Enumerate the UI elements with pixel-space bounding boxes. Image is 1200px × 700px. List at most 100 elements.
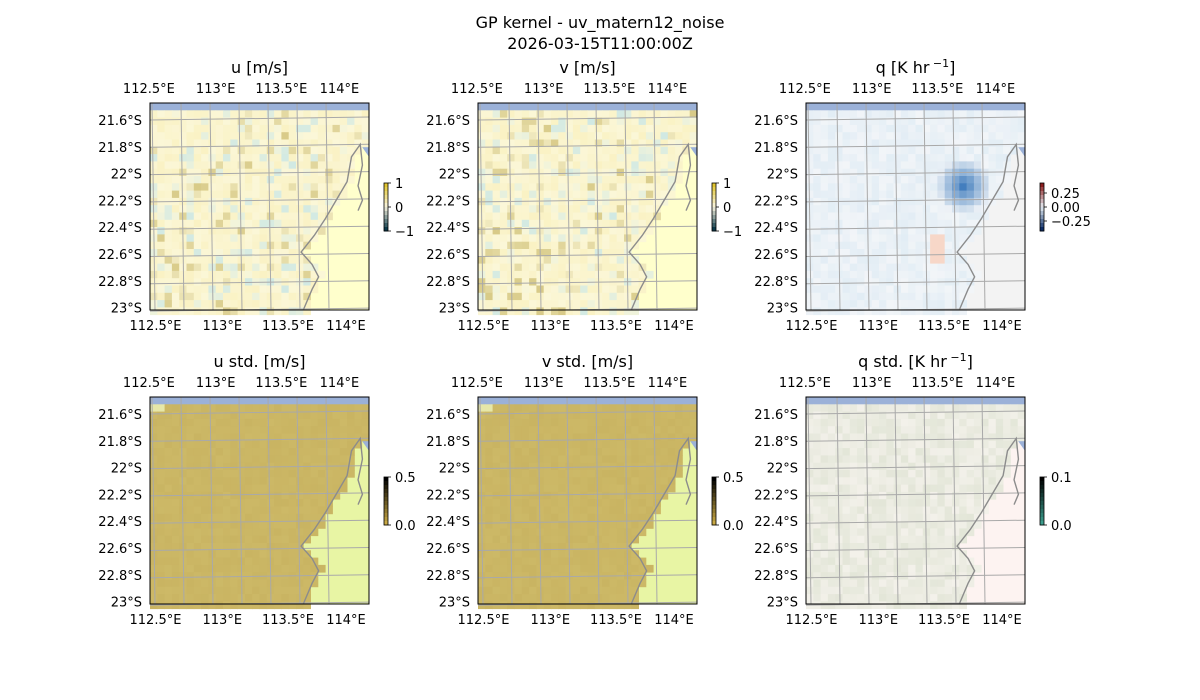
data-cell bbox=[288, 285, 297, 294]
data-cell bbox=[485, 594, 493, 602]
data-cell bbox=[879, 411, 887, 420]
data-cell bbox=[900, 234, 909, 243]
data-cell bbox=[303, 550, 311, 558]
y-tick-label: 23°S bbox=[439, 596, 470, 611]
data-cell bbox=[521, 521, 530, 529]
data-cell bbox=[806, 440, 814, 449]
data-cell bbox=[937, 110, 946, 118]
data-cell bbox=[572, 433, 581, 442]
data-cell bbox=[332, 161, 341, 170]
x-tick-label-bottom: 113.5°E bbox=[262, 319, 314, 334]
data-cell bbox=[193, 146, 202, 155]
data-cell bbox=[171, 307, 180, 316]
data-cell bbox=[871, 601, 880, 610]
data-cell bbox=[893, 601, 902, 610]
data-cell bbox=[551, 521, 559, 529]
data-cell bbox=[660, 477, 669, 485]
data-cell bbox=[244, 579, 253, 588]
colorbar-tick-label: −0.25 bbox=[1051, 215, 1091, 230]
data-cell bbox=[230, 205, 238, 213]
data-cell bbox=[507, 484, 515, 493]
colorbar-segment bbox=[712, 493, 716, 498]
data-cell bbox=[827, 241, 836, 250]
data-cell bbox=[849, 146, 858, 155]
data-cell bbox=[325, 154, 333, 162]
data-cell bbox=[478, 190, 486, 199]
data-cell bbox=[296, 433, 304, 442]
data-cell bbox=[675, 146, 683, 155]
data-cell bbox=[223, 205, 231, 213]
x-tick-label-bottom: 113°E bbox=[859, 319, 899, 334]
data-cell bbox=[908, 513, 916, 522]
data-cell bbox=[631, 491, 639, 500]
data-cell bbox=[988, 462, 997, 471]
data-cell bbox=[223, 411, 231, 420]
data-cell bbox=[813, 550, 821, 558]
data-cell bbox=[536, 513, 545, 522]
data-cell bbox=[499, 132, 508, 140]
data-cell bbox=[857, 249, 865, 257]
data-cell bbox=[244, 205, 253, 213]
x-tick-label-top: 114°E bbox=[648, 82, 688, 97]
data-cell bbox=[259, 270, 268, 279]
data-cell bbox=[223, 300, 231, 308]
data-cell bbox=[164, 285, 173, 294]
data-cell bbox=[529, 124, 537, 133]
data-cell bbox=[325, 470, 333, 478]
data-cell bbox=[849, 462, 858, 471]
data-cell bbox=[259, 176, 268, 184]
data-cell bbox=[230, 183, 238, 191]
colorbar: 0.50.0 bbox=[711, 471, 744, 534]
data-cell bbox=[879, 404, 887, 412]
data-cell bbox=[864, 499, 873, 507]
data-cell bbox=[959, 124, 967, 133]
data-cell bbox=[193, 601, 202, 610]
data-cell bbox=[616, 161, 625, 170]
data-cell bbox=[303, 176, 311, 184]
data-cell bbox=[849, 278, 858, 286]
data-cell bbox=[857, 124, 865, 133]
data-cell bbox=[973, 190, 982, 199]
data-cell bbox=[944, 219, 953, 228]
data-cell bbox=[937, 564, 946, 573]
data-cell bbox=[310, 433, 319, 442]
data-cell bbox=[485, 161, 493, 170]
data-cell bbox=[813, 455, 821, 464]
data-cell bbox=[485, 418, 493, 427]
data-cell bbox=[594, 110, 603, 118]
y-tick-label: 22.8°S bbox=[754, 275, 798, 290]
data-cell bbox=[915, 190, 924, 199]
data-cell bbox=[171, 513, 180, 522]
data-cell bbox=[478, 418, 486, 427]
data-cell bbox=[616, 418, 625, 427]
data-cell bbox=[594, 241, 603, 250]
data-cell bbox=[908, 183, 916, 191]
data-cell bbox=[186, 270, 195, 279]
data-cell bbox=[944, 292, 953, 301]
data-cell bbox=[499, 535, 508, 544]
x-tick-label-bottom: 114°E bbox=[654, 613, 694, 628]
data-cell bbox=[886, 594, 894, 602]
data-cell bbox=[325, 499, 333, 507]
data-cell bbox=[347, 168, 355, 177]
data-cell bbox=[667, 146, 676, 155]
data-cell bbox=[521, 270, 530, 279]
data-cell bbox=[215, 440, 224, 449]
data-cell bbox=[937, 535, 946, 544]
data-cell bbox=[667, 462, 676, 471]
data-cell bbox=[871, 557, 880, 566]
data-cell bbox=[580, 404, 588, 412]
data-cell bbox=[638, 528, 647, 537]
data-cell bbox=[543, 154, 552, 162]
data-cell bbox=[981, 448, 989, 456]
data-cell bbox=[252, 477, 260, 485]
data-cell bbox=[580, 448, 588, 456]
data-cell bbox=[835, 292, 843, 301]
data-cell bbox=[616, 183, 625, 191]
data-cell bbox=[244, 256, 253, 264]
data-cell bbox=[186, 535, 195, 544]
data-cell bbox=[551, 197, 559, 206]
data-cell bbox=[186, 550, 195, 558]
data-cell bbox=[886, 278, 894, 286]
data-cell bbox=[900, 535, 909, 544]
